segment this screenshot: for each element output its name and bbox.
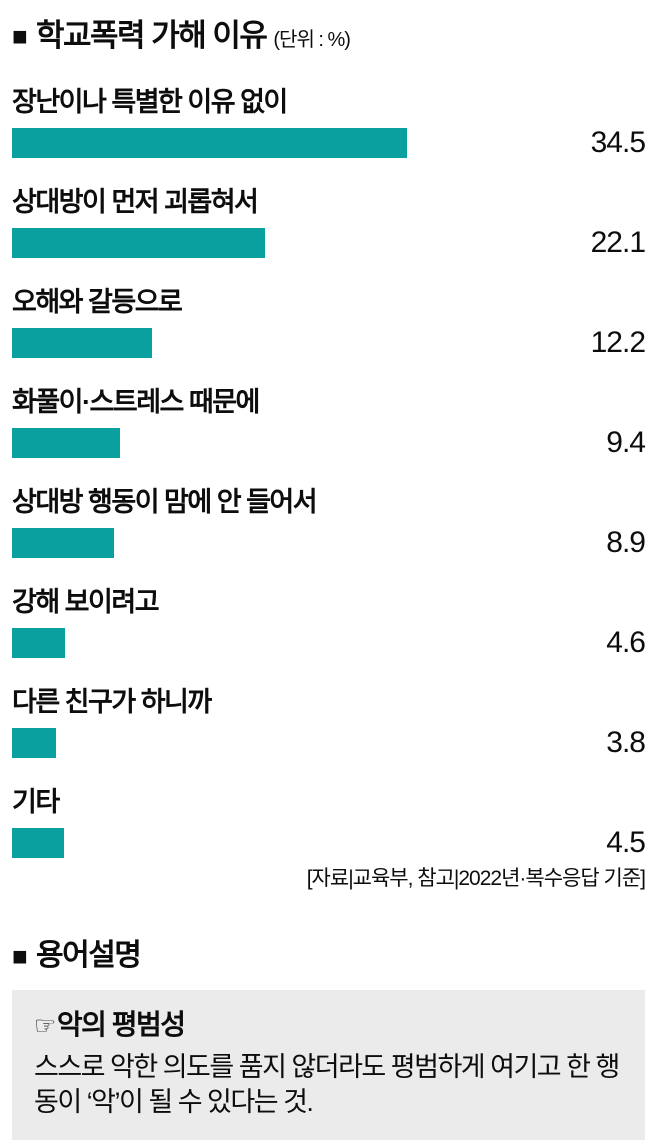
bar-row: 기타 4.5 <box>12 786 646 859</box>
bar-line: 4.5 <box>12 826 646 859</box>
bar-value: 9.4 <box>606 426 646 459</box>
chart-title: 학교폭력 가해 이유 <box>36 18 268 53</box>
bar-value: 12.2 <box>590 326 646 359</box>
bar-line: 12.2 <box>12 326 646 359</box>
term-definition: 스스로 악한 의도를 품지 않더라도 평범하게 여기고 한 행동이 ‘악’이 될… <box>34 1052 620 1117</box>
glossary-title-row: ■ 용어설명 <box>12 938 645 974</box>
term-head: ☞악의 평범성 <box>34 1008 627 1043</box>
bar-label: 기타 <box>12 787 60 817</box>
bar-label: 오해와 갈등으로 <box>12 287 183 317</box>
term-box: ☞악의 평범성 스스로 악한 의도를 품지 않더라도 평범하게 여기고 한 행동… <box>12 990 645 1140</box>
bar-label: 강해 보이려고 <box>12 587 160 617</box>
bar-line: 22.1 <box>12 226 646 259</box>
bar-row: 장난이나 특별한 이유 없이 34.5 <box>12 86 646 159</box>
glossary-title: 용어설명 <box>36 939 142 972</box>
bar-label: 다른 친구가 하니까 <box>12 687 212 717</box>
bar-value: 3.8 <box>606 726 646 759</box>
pointing-hand-icon: ☞ <box>34 1012 56 1040</box>
bar-row: 상대방 행동이 맘에 안 들어서 8.9 <box>12 486 646 559</box>
chart-title-row: ■ 학교폭력 가해 이유 (단위 : %) <box>12 18 645 54</box>
bar <box>12 728 56 758</box>
bar-line: 8.9 <box>12 526 646 559</box>
bar <box>12 328 152 358</box>
bar-label: 상대방 행동이 맘에 안 들어서 <box>12 487 318 517</box>
bar <box>12 528 114 558</box>
bar-value: 34.5 <box>590 126 646 159</box>
bar-line: 3.8 <box>12 726 646 759</box>
bar-line: 4.6 <box>12 626 646 659</box>
chart-unit-label: (단위 : %) <box>273 29 351 51</box>
bar-label: 화풀이·스트레스 때문에 <box>12 387 260 417</box>
glossary-section: ■ 용어설명 ☞악의 평범성 스스로 악한 의도를 품지 않더라도 평범하게 여… <box>12 938 645 1140</box>
bar-row: 상대방이 먼저 괴롭혀서 22.1 <box>12 186 646 259</box>
bar-row: 강해 보이려고 4.6 <box>12 586 646 659</box>
bar-label: 상대방이 먼저 괴롭혀서 <box>12 187 259 217</box>
bar-rows: 장난이나 특별한 이유 없이 34.5 상대방이 먼저 괴롭혀서 22.1 오해… <box>12 86 646 859</box>
square-bullet-icon: ■ <box>12 27 28 45</box>
bar <box>12 628 65 658</box>
bar-row: 화풀이·스트레스 때문에 9.4 <box>12 386 646 459</box>
bar-value: 4.6 <box>606 626 646 659</box>
bar-row: 다른 친구가 하니까 3.8 <box>12 686 646 759</box>
bar-line: 9.4 <box>12 426 646 459</box>
bar <box>12 828 64 858</box>
bar <box>12 228 265 258</box>
term-title: 악의 평범성 <box>56 1009 186 1040</box>
chart-section: ■ 학교폭력 가해 이유 (단위 : %) 장난이나 특별한 이유 없이 34.… <box>12 18 646 892</box>
bar-value: 22.1 <box>590 226 646 259</box>
square-bullet-icon: ■ <box>12 947 28 965</box>
bar-row: 오해와 갈등으로 12.2 <box>12 286 646 359</box>
bar-value: 4.5 <box>606 826 646 859</box>
bar-line: 34.5 <box>12 126 646 159</box>
bar-value: 8.9 <box>606 526 646 559</box>
bar-label: 장난이나 특별한 이유 없이 <box>12 87 288 117</box>
bar <box>12 128 407 158</box>
bar <box>12 428 120 458</box>
source-note: [자료|교육부, 참고|2022년·복수응답 기준] <box>306 867 646 890</box>
